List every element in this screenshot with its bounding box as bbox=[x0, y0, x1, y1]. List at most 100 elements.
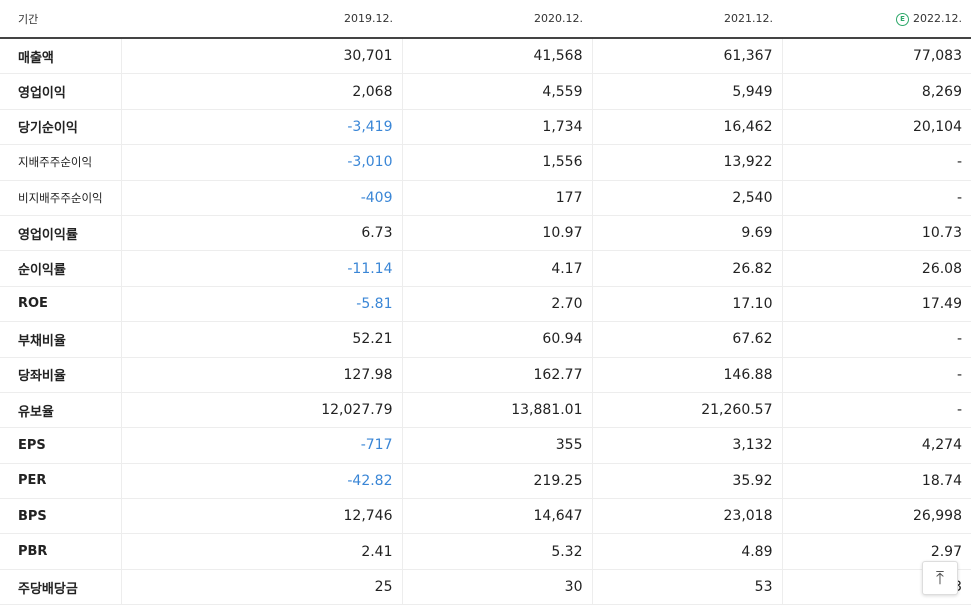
row-label: 부채비율 bbox=[0, 321, 121, 358]
table-row: BPS 12,746 14,647 23,018 26,998 bbox=[0, 498, 971, 535]
table-row: EPS -717 355 3,132 4,274 bbox=[0, 427, 971, 464]
table-cell: - bbox=[781, 321, 971, 358]
table-cell: 13,881.01 bbox=[401, 392, 592, 429]
row-label: 매출액 bbox=[0, 38, 121, 75]
table-cell: 52.21 bbox=[120, 321, 402, 358]
table-cell: 18.74 bbox=[781, 463, 971, 500]
table-cell: 61,367 bbox=[591, 38, 782, 75]
row-label: BPS bbox=[0, 498, 121, 535]
table-cell: 26.08 bbox=[781, 250, 971, 287]
table-cell: 17.10 bbox=[591, 286, 782, 323]
table-cell: 5.32 bbox=[401, 533, 592, 570]
table-cell: 4,274 bbox=[781, 427, 971, 464]
row-label: ROE bbox=[0, 286, 121, 323]
table-cell: -3,419 bbox=[120, 109, 402, 146]
table-cell: 53 bbox=[591, 568, 782, 605]
table-cell: 25 bbox=[120, 568, 402, 605]
table-cell: 1,734 bbox=[401, 109, 592, 146]
table-cell: -717 bbox=[120, 427, 402, 464]
table-cell: 60.94 bbox=[401, 321, 592, 358]
table-cell: -42.82 bbox=[120, 463, 402, 500]
estimate-icon: E bbox=[896, 12, 910, 26]
table-header-row: 기간 2019.12. 2020.12. 2021.12. E 2022.12. bbox=[0, 0, 971, 39]
table-cell: 10.73 bbox=[781, 214, 971, 252]
table-cell: 12,746 bbox=[120, 498, 402, 535]
table-cell: 162.77 bbox=[401, 357, 592, 393]
table-row: 당기순이익 -3,419 1,734 16,462 20,104 bbox=[0, 109, 971, 146]
row-label: 주당배당금 bbox=[0, 568, 121, 605]
table-cell: -5.81 bbox=[120, 286, 402, 323]
table-cell: 21,260.57 bbox=[591, 392, 782, 429]
table-row: 부채비율 52.21 60.94 67.62- bbox=[0, 321, 971, 358]
table-cell: -3,010 bbox=[120, 144, 402, 181]
table-row: 주당배당금2530533 bbox=[0, 568, 971, 605]
table-cell: - bbox=[781, 180, 971, 216]
table-cell: 14,647 bbox=[401, 498, 592, 535]
row-label: 유보율 bbox=[0, 392, 121, 429]
row-label: EPS bbox=[0, 427, 121, 464]
table-cell: 6.73 bbox=[120, 214, 402, 252]
table-cell: - bbox=[781, 357, 971, 393]
table-cell: 355 bbox=[401, 427, 592, 464]
row-label: PBR bbox=[0, 533, 121, 570]
row-label: PER bbox=[0, 463, 121, 500]
table-cell: 2.70 bbox=[401, 286, 592, 323]
table-row: 매출액 30,701 41,568 61,367 77,083 bbox=[0, 38, 971, 75]
period-header-2020: 2020.12. bbox=[402, 0, 592, 39]
table-row: 영업이익률 6.73 10.97 9.69 10.73 bbox=[0, 214, 971, 252]
row-label: 지배주주순이익 bbox=[0, 144, 121, 181]
table-cell: 9.69 bbox=[591, 214, 782, 252]
table-cell: 4.89 bbox=[591, 533, 782, 570]
table-row: 당좌비율 127.98 162.77 146.88- bbox=[0, 357, 971, 393]
table-cell: - bbox=[781, 392, 971, 429]
table-cell: 2,068 bbox=[120, 73, 402, 110]
table-row: 영업이익 2,068 4,559 5,949 8,269 bbox=[0, 73, 971, 110]
table-cell: 10.97 bbox=[401, 214, 592, 252]
table-cell: 67.62 bbox=[591, 321, 782, 358]
period-header-2019: 2019.12. bbox=[121, 0, 402, 39]
table-row: 비지배주주순이익 -409 177 2,540- bbox=[0, 180, 971, 216]
table-cell: 5,949 bbox=[591, 73, 782, 110]
table-cell: 23,018 bbox=[591, 498, 782, 535]
table-cell: 2.41 bbox=[120, 533, 402, 570]
table-cell: 219.25 bbox=[401, 463, 592, 500]
table-cell: 26.82 bbox=[591, 250, 782, 287]
table-cell: 16,462 bbox=[591, 109, 782, 146]
table-cell: 20,104 bbox=[781, 109, 971, 146]
table-cell: 127.98 bbox=[120, 357, 402, 393]
table-cell: 13,922 bbox=[591, 144, 782, 181]
table-cell: 3,132 bbox=[591, 427, 782, 464]
row-label: 순이익률 bbox=[0, 250, 121, 287]
table-cell: 30 bbox=[401, 568, 592, 605]
table-cell: 17.49 bbox=[781, 286, 971, 323]
table-cell: -11.14 bbox=[120, 250, 402, 287]
table-row: 지배주주순이익 -3,010 1,556 13,922- bbox=[0, 144, 971, 181]
arrow-up-to-top-icon: ⤒ bbox=[936, 567, 944, 589]
period-header-2021: 2021.12. bbox=[592, 0, 782, 39]
table-row: PER -42.82 219.25 35.92 18.74 bbox=[0, 463, 971, 500]
table-cell: 4.17 bbox=[401, 250, 592, 287]
table-cell: 35.92 bbox=[591, 463, 782, 500]
row-label: 영업이익률 bbox=[0, 214, 121, 252]
scroll-to-top-button[interactable]: ⤒ bbox=[922, 561, 958, 595]
table-cell: 2,540 bbox=[591, 180, 782, 216]
row-label: 영업이익 bbox=[0, 73, 121, 110]
table-cell: 26,998 bbox=[781, 498, 971, 535]
table-cell: 177 bbox=[401, 180, 592, 216]
table-row: PBR 2.41 5.32 4.89 2.97 bbox=[0, 533, 971, 570]
row-label: 비지배주주순이익 bbox=[0, 180, 121, 216]
period-header-label: 기간 bbox=[0, 0, 121, 39]
table-cell: 4,559 bbox=[401, 73, 592, 110]
period-header-2022-label: 2022.12. bbox=[913, 11, 962, 25]
table-cell: 8,269 bbox=[781, 73, 971, 110]
table-cell: 12,027.79 bbox=[120, 392, 402, 429]
row-label: 당기순이익 bbox=[0, 109, 121, 146]
row-label: 당좌비율 bbox=[0, 357, 121, 393]
table-body: 매출액 30,701 41,568 61,367 77,083 영업이익 2,068 4,55… bbox=[0, 38, 971, 605]
table-cell: 1,556 bbox=[401, 144, 592, 181]
table-cell: -409 bbox=[120, 180, 402, 216]
table-row: ROE -5.81 2.70 17.10 17.49 bbox=[0, 286, 971, 323]
table-cell: 30,701 bbox=[120, 38, 402, 75]
table-cell: 146.88 bbox=[591, 357, 782, 393]
